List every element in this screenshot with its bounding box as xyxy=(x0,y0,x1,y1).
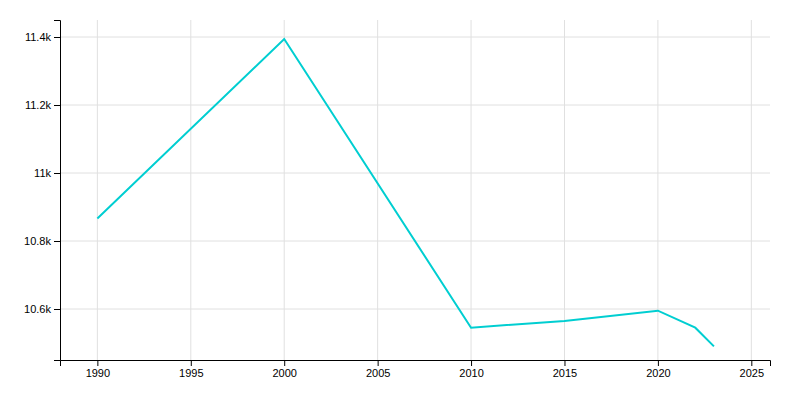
x-tick-mark xyxy=(658,360,659,366)
y-tick-mark xyxy=(54,37,60,38)
chart-container: 1990199520002005201020152020202510.6k10.… xyxy=(0,0,800,400)
plot-area xyxy=(97,39,714,346)
y-tick-label: 11k xyxy=(34,167,51,179)
x-tick: 2000 xyxy=(272,360,296,379)
y-tick: 10.8k xyxy=(24,235,60,247)
x-tick-label: 1995 xyxy=(179,367,203,379)
y-grid-line xyxy=(60,309,770,310)
x-tick-mark xyxy=(378,360,379,366)
x-tick: 2010 xyxy=(459,360,483,379)
x-tick: 1990 xyxy=(86,360,110,379)
x-tick-label: 2015 xyxy=(553,367,577,379)
x-tick-label: 2025 xyxy=(740,367,764,379)
y-tick: 10.6k xyxy=(24,303,60,315)
y-tick-mark xyxy=(54,309,60,310)
x-tick-label: 2010 xyxy=(459,367,483,379)
x-tick-mark xyxy=(564,360,565,366)
y-tick-mark xyxy=(54,105,60,106)
y-axis: 10.6k 10.8k 11k 11.2k 11.4k xyxy=(24,21,60,361)
y-tick: 11k xyxy=(34,167,60,179)
x-tick: 1995 xyxy=(179,360,203,379)
x-tick-mark xyxy=(751,360,752,366)
y-tick-label: 10.6k xyxy=(24,303,51,315)
y-tick-label: 11.4k xyxy=(25,31,52,43)
x-tick: 2015 xyxy=(553,360,577,379)
y-tick-label: 10.8k xyxy=(24,235,51,247)
x-tick-mark xyxy=(471,360,472,366)
y-tick-label: 11.2k xyxy=(25,99,52,111)
x-tick-label: 2000 xyxy=(272,367,296,379)
x-axis: 1990 1995 2000 2005 2010 2015 2020 2025 xyxy=(61,360,771,379)
x-tick-label: 2020 xyxy=(646,367,670,379)
chart-svg: 1990199520002005201020152020202510.6k10.… xyxy=(0,0,800,400)
y-tick-mark xyxy=(54,241,60,242)
x-tick-mark xyxy=(191,360,192,366)
x-tick-mark xyxy=(97,360,98,366)
x-tick: 2020 xyxy=(646,360,670,379)
x-axis-line xyxy=(61,361,771,367)
y-grid-line xyxy=(60,105,770,106)
y-tick-mark xyxy=(54,173,60,174)
x-tick: 2025 xyxy=(740,360,764,379)
data-line xyxy=(97,39,714,346)
y-axis-line xyxy=(54,21,61,361)
y-tick: 11.4k xyxy=(25,31,60,43)
y-grid-line xyxy=(60,173,770,174)
x-tick: 2005 xyxy=(366,360,390,379)
grid xyxy=(60,20,770,360)
x-tick-label: 1990 xyxy=(86,367,110,379)
x-tick-label: 2005 xyxy=(366,367,390,379)
y-grid-line xyxy=(60,37,770,38)
y-tick: 11.2k xyxy=(25,99,60,111)
x-tick-mark xyxy=(284,360,285,366)
